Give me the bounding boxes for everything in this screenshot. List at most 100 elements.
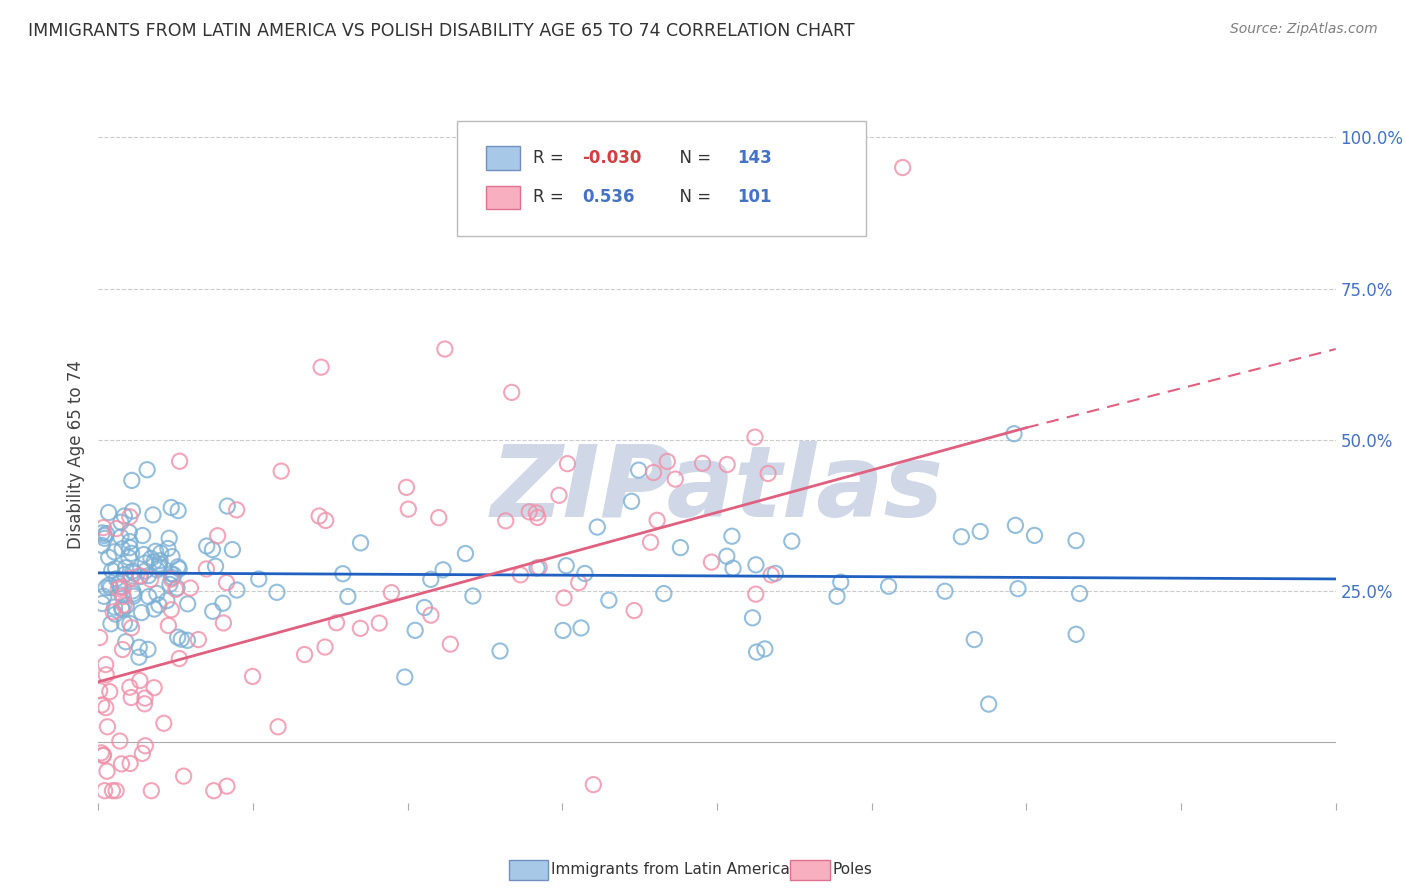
- Point: [121, 564, 143, 578]
- Point: [96, 764, 118, 779]
- Point: [557, 457, 579, 471]
- Point: [395, 480, 418, 494]
- Point: [111, 541, 134, 556]
- Point: [669, 541, 692, 555]
- Point: [215, 779, 238, 793]
- Point: [96, 667, 118, 681]
- Text: Poles: Poles: [832, 863, 872, 877]
- Point: [721, 561, 744, 575]
- Point: [574, 566, 596, 581]
- Point: [187, 632, 209, 647]
- Point: [336, 590, 359, 604]
- Point: [160, 603, 183, 617]
- Point: [225, 503, 247, 517]
- Point: [132, 548, 155, 562]
- Point: [134, 564, 156, 578]
- Point: [118, 541, 141, 555]
- Point: [332, 566, 354, 581]
- Point: [517, 505, 540, 519]
- Point: [225, 582, 247, 597]
- Point: [160, 571, 183, 585]
- Point: [267, 720, 290, 734]
- Point: [98, 684, 121, 698]
- Point: [108, 734, 131, 748]
- Point: [89, 683, 111, 698]
- Point: [454, 547, 477, 561]
- Point: [527, 560, 550, 574]
- Point: [977, 697, 1000, 711]
- Point: [308, 508, 330, 523]
- Point: [745, 645, 768, 659]
- Point: [110, 600, 132, 615]
- Point: [756, 467, 779, 481]
- Point: [1024, 528, 1046, 542]
- Point: [160, 572, 183, 586]
- Point: [207, 529, 229, 543]
- Point: [169, 454, 191, 468]
- Point: [526, 561, 548, 575]
- Point: [149, 546, 172, 560]
- Point: [128, 650, 150, 665]
- Point: [101, 605, 124, 619]
- Point: [112, 598, 135, 612]
- Point: [963, 632, 986, 647]
- Point: [90, 746, 112, 760]
- Point: [657, 454, 679, 468]
- Point: [396, 502, 419, 516]
- Text: ZIPatlas: ZIPatlas: [491, 442, 943, 538]
- Point: [114, 560, 136, 574]
- Point: [103, 600, 125, 615]
- Point: [90, 698, 112, 712]
- Point: [309, 360, 332, 375]
- Point: [763, 566, 786, 581]
- Text: Source: ZipAtlas.com: Source: ZipAtlas.com: [1230, 22, 1378, 37]
- Point: [215, 575, 238, 590]
- Text: 0.536: 0.536: [582, 188, 634, 206]
- Point: [108, 577, 131, 591]
- Point: [586, 520, 609, 534]
- Point: [160, 500, 183, 515]
- Text: Immigrants from Latin America: Immigrants from Latin America: [551, 863, 790, 877]
- Point: [202, 783, 225, 797]
- Point: [118, 680, 141, 694]
- Point: [93, 783, 115, 797]
- Point: [146, 563, 169, 577]
- Point: [120, 756, 142, 771]
- Point: [212, 596, 235, 610]
- Point: [110, 530, 132, 544]
- Point: [167, 503, 190, 517]
- Point: [121, 621, 143, 635]
- Point: [96, 526, 118, 541]
- Point: [439, 637, 461, 651]
- Point: [325, 615, 347, 630]
- Point: [118, 534, 141, 549]
- Point: [700, 555, 723, 569]
- Point: [315, 513, 337, 527]
- Point: [825, 590, 848, 604]
- Point: [1064, 533, 1087, 548]
- Point: [163, 568, 186, 582]
- Point: [121, 546, 143, 560]
- Point: [138, 590, 160, 604]
- Point: [120, 690, 142, 705]
- Point: [153, 716, 176, 731]
- Point: [204, 559, 226, 574]
- Point: [114, 616, 136, 631]
- Point: [509, 567, 531, 582]
- Point: [93, 528, 115, 542]
- Point: [148, 560, 170, 574]
- Point: [122, 587, 145, 601]
- Y-axis label: Disability Age 65 to 74: Disability Age 65 to 74: [66, 360, 84, 549]
- Point: [143, 602, 166, 616]
- Point: [568, 575, 591, 590]
- Point: [97, 506, 120, 520]
- Point: [122, 589, 145, 603]
- Point: [120, 571, 142, 585]
- Point: [114, 634, 136, 648]
- Point: [432, 563, 454, 577]
- Point: [643, 466, 665, 480]
- Point: [93, 748, 115, 763]
- Point: [645, 513, 668, 527]
- Text: N =: N =: [669, 188, 716, 206]
- Point: [780, 534, 803, 549]
